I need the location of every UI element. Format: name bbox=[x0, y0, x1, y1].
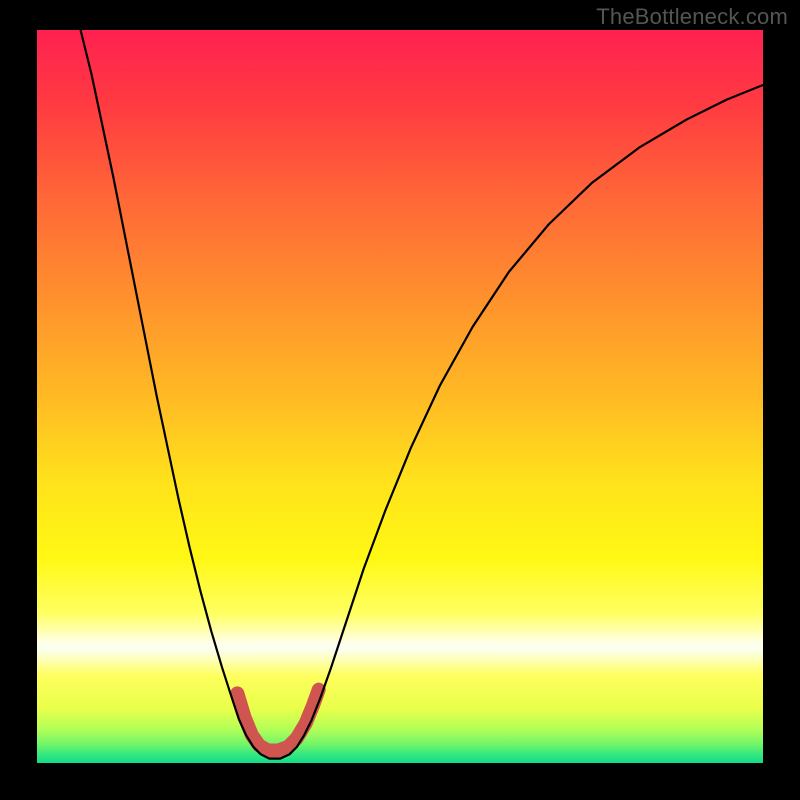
chart-container: TheBottleneck.com bbox=[0, 0, 800, 800]
watermark-text: TheBottleneck.com bbox=[596, 4, 788, 30]
plot-area bbox=[37, 30, 763, 763]
bottleneck-curve bbox=[81, 30, 763, 759]
curve-layer bbox=[37, 30, 763, 763]
